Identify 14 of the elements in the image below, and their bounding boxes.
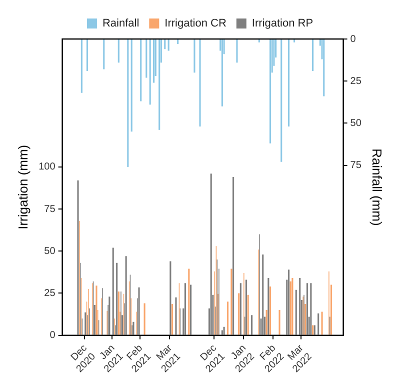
y-tick-label: 75 [44,204,56,215]
y-tick-label: 50 [44,246,56,257]
y2-tick-label: 75 [350,160,362,172]
legend-label: Irrigation RP [252,18,314,30]
y-tick-label: 25 [44,288,56,299]
y-tick-label: 100 [38,162,56,173]
y2-axis-title: Rainfall (mm) [370,148,385,226]
y2-tick-label: 0 [350,34,356,45]
y-axis-title: Irrigation (mm) [15,144,30,230]
y2-tick-label: 50 [350,118,362,129]
y-tick-label: 0 [50,330,56,342]
y2-tick-label: 25 [350,76,362,87]
legend-label: Irrigation CR [164,18,226,30]
legend-label: Rainfall [102,18,140,30]
